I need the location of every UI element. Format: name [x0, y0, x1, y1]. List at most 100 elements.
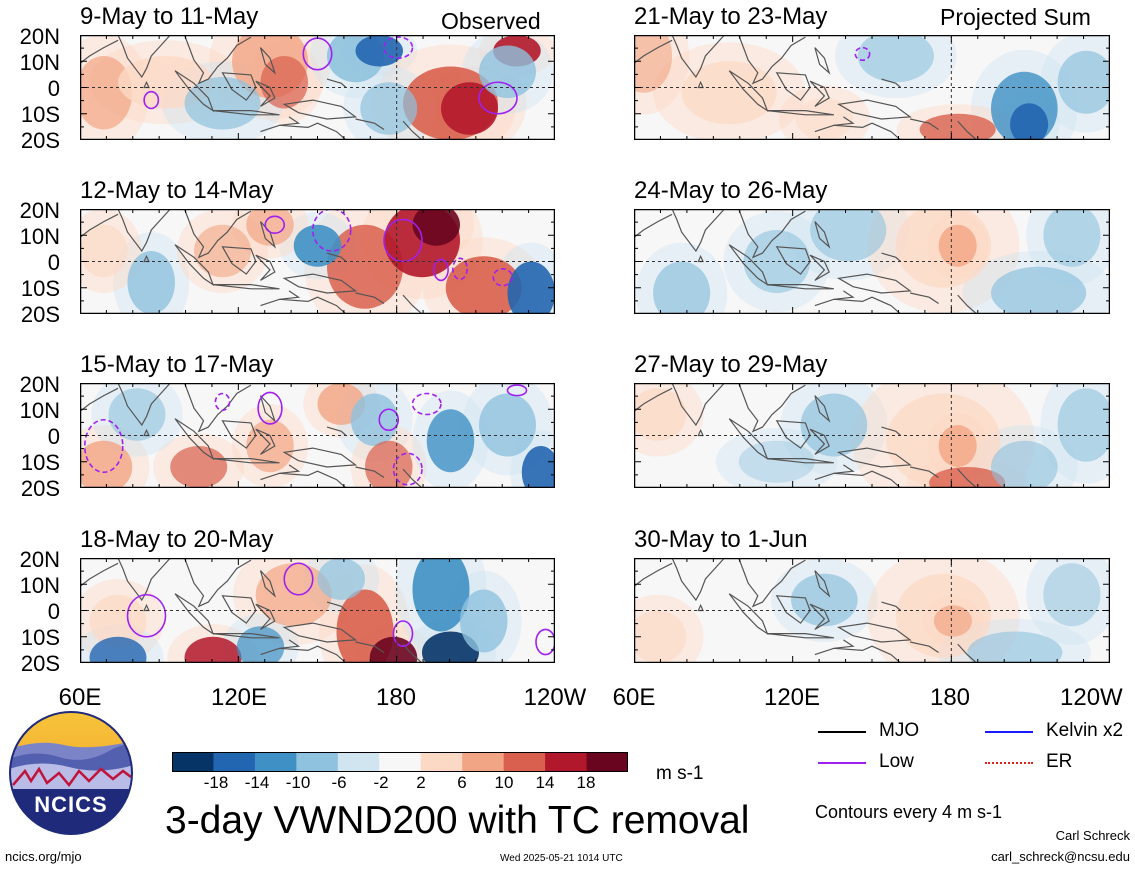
coastline [957, 120, 978, 140]
panel-title-6: 24-May to 26-May [634, 177, 828, 204]
low-contour [214, 392, 231, 412]
colorbar [172, 752, 628, 772]
map-panel-6 [634, 209, 1110, 314]
panel-border [80, 35, 555, 140]
anomaly-blob [89, 636, 147, 663]
coastline [957, 468, 978, 488]
lat-label: 10S [20, 450, 60, 475]
coastline [279, 290, 301, 300]
legend-line-mjo [818, 731, 866, 733]
anomaly-blob [293, 224, 342, 267]
anomaly-blob [810, 209, 887, 262]
colorbar-tick-label: 6 [457, 773, 467, 792]
low-contour [392, 452, 423, 486]
lat-label: 20N [19, 198, 60, 223]
coastline [326, 426, 347, 436]
low-contour [478, 81, 518, 115]
panel-title-5: 21-May to 23-May [634, 3, 828, 30]
coastline [255, 254, 276, 281]
coastline [212, 284, 280, 290]
coastline [326, 78, 347, 88]
coastline [80, 213, 119, 238]
colorbar-tick-label: -2 [373, 773, 389, 792]
legend-label-kelvin: Kelvin x2 [1046, 720, 1124, 741]
anomaly-blob [194, 224, 251, 278]
colorbar-swatch [379, 752, 422, 772]
coastline [767, 284, 834, 290]
coastline [909, 292, 939, 305]
panel-border [634, 35, 1110, 140]
coastline [738, 383, 806, 433]
map-panel-4 [80, 558, 555, 663]
coastline [836, 273, 912, 294]
coastline [260, 122, 347, 140]
low-contour [83, 418, 124, 474]
anomaly-blob [857, 35, 934, 83]
colorbar-tick-label: -10 [285, 773, 311, 792]
anomaly-blob [184, 636, 242, 663]
ncics-logo: NCICS [9, 711, 133, 835]
coastline [738, 209, 806, 259]
logo-text: NCICS [34, 792, 107, 817]
low-contour [392, 620, 414, 648]
lat-label: 10S [20, 276, 60, 301]
coastline [836, 99, 912, 120]
anomaly-blob [365, 440, 413, 488]
coastline [402, 468, 423, 488]
colorbar-tick-label: 2 [416, 773, 426, 792]
anomaly-blob [479, 393, 536, 457]
lat-label: 20S [20, 302, 60, 327]
panel-title-7: 27-May to 29-May [634, 351, 828, 378]
colorbar-swatch [254, 752, 297, 772]
low-contour [492, 268, 514, 287]
low-contour [506, 384, 528, 397]
coastline [402, 120, 423, 140]
panel-title-1: 9-May to 11-May [80, 3, 259, 30]
legend-label-er: ER [1046, 751, 1073, 772]
lon-label: 180 [375, 684, 417, 711]
coastline [881, 252, 901, 262]
anomaly-blob [412, 209, 460, 246]
coastline [282, 273, 358, 294]
coastline [738, 558, 806, 608]
anomaly-blob [653, 261, 711, 314]
lat-label: 10S [20, 625, 60, 650]
anomaly-blob [1057, 50, 1110, 114]
anomaly-blob [1043, 209, 1101, 267]
lat-label: 20S [20, 128, 60, 153]
coastline [775, 420, 811, 449]
anomaly-blob [991, 440, 1058, 488]
colorbar-tick-label: -18 [203, 773, 229, 792]
anomaly-blob [800, 393, 868, 457]
lat-label: 10N [19, 573, 60, 598]
colorbar-swatch [586, 752, 628, 772]
lat-label: 0 [47, 424, 60, 449]
coastline [814, 395, 831, 423]
coastline [809, 80, 830, 107]
anomaly-blob [108, 388, 166, 441]
anomaly-blob [1043, 563, 1101, 627]
coastline [814, 296, 901, 314]
map-panel-2 [80, 209, 555, 314]
colorbar-tick-label: -6 [331, 773, 347, 792]
observed-tag: Observed [441, 8, 541, 34]
panel-border [80, 383, 555, 488]
coastline [117, 209, 171, 253]
coastline [814, 470, 901, 488]
main-title: 3-day VWND200 with TC removal [165, 799, 750, 842]
lat-label: 0 [47, 599, 60, 624]
coastline [282, 99, 358, 120]
lon-label: 120E [763, 684, 821, 711]
coastline [255, 80, 276, 107]
anomaly-blob [738, 440, 815, 483]
anomaly-blob [479, 45, 536, 98]
colorbar-swatch [213, 752, 256, 772]
map-panel-8 [634, 558, 1110, 663]
low-contour [378, 408, 400, 432]
coastline [402, 643, 423, 663]
anomaly-blob [634, 35, 673, 93]
anomaly-blob [967, 631, 1063, 663]
coastline [909, 641, 939, 654]
coastline [836, 622, 912, 643]
coastline [814, 570, 831, 598]
